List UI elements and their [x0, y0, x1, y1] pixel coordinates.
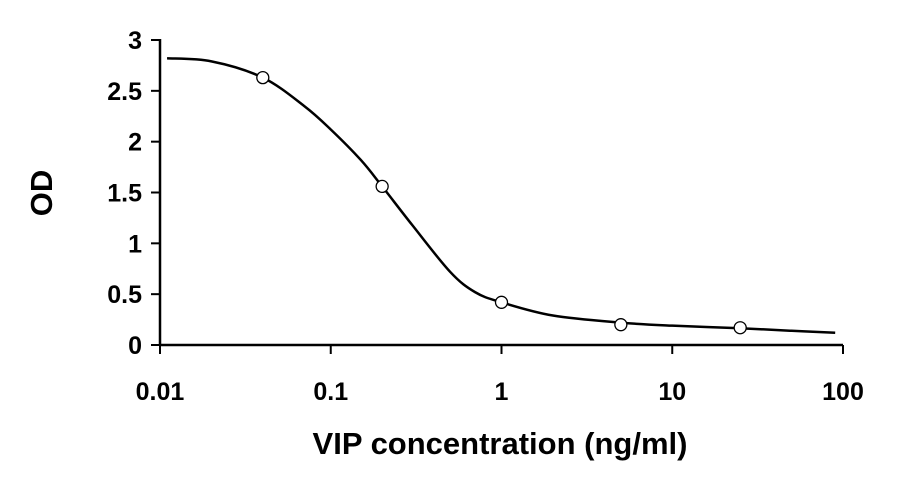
- x-tick-label: 10: [658, 378, 686, 406]
- x-axis-ticks: 0.01 0.1 1 10 100: [136, 345, 864, 406]
- y-tick-label: 1: [128, 230, 142, 258]
- data-points: [256, 70, 747, 335]
- y-tick-label: 3: [128, 27, 142, 55]
- x-axis-title: VIP concentration (ng/ml): [313, 426, 688, 461]
- x-tick-label: 1: [495, 378, 509, 406]
- data-point: [733, 321, 747, 335]
- y-axis-ticks: 0 0.5 1 1.5 2 2.5 3: [107, 27, 160, 360]
- y-tick-label: 0.5: [107, 281, 142, 309]
- fit-curve: [166, 57, 836, 335]
- data-point: [494, 295, 509, 309]
- y-tick-label: 2: [128, 129, 142, 157]
- x-tick-label: 0.1: [313, 378, 348, 406]
- x-tick-label: 0.01: [136, 378, 185, 406]
- y-tick-label: 1.5: [107, 180, 142, 208]
- data-point: [614, 318, 628, 332]
- y-tick-label: 0: [128, 332, 142, 360]
- y-tick-label: 2.5: [107, 78, 142, 106]
- y-axis-title: OD: [24, 170, 59, 217]
- data-point: [375, 179, 389, 194]
- data-point: [256, 70, 270, 85]
- x-tick-label: 100: [822, 378, 864, 406]
